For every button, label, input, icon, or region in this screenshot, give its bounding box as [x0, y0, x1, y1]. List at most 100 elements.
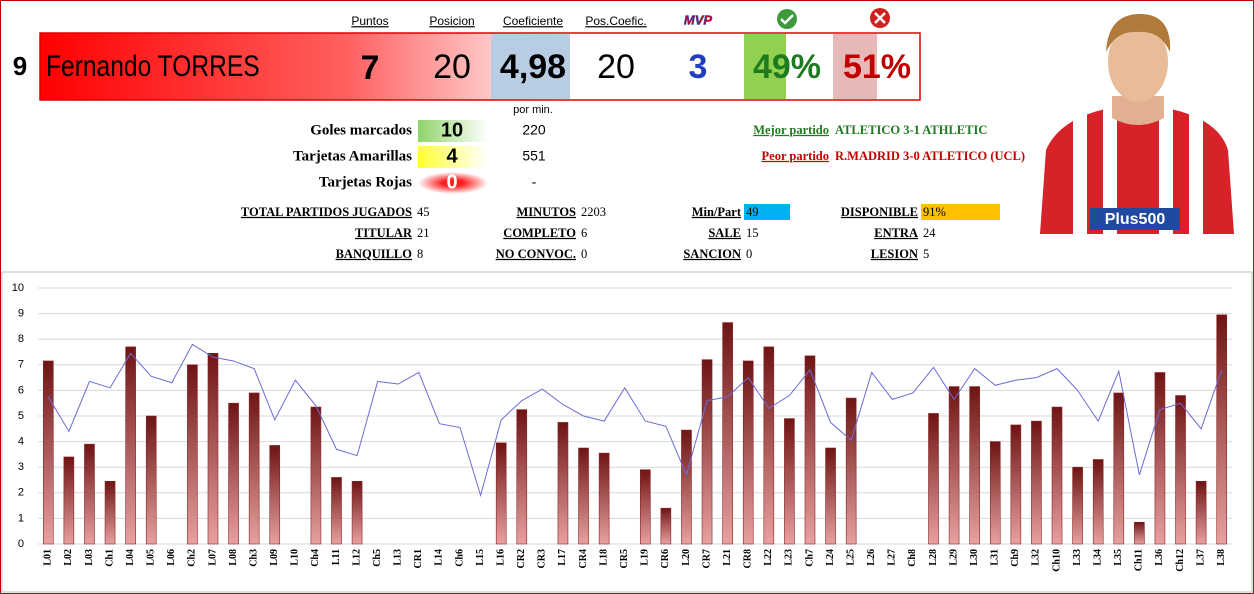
summary-value: 0 [746, 247, 752, 261]
summary-label: MINUTOS [516, 205, 576, 219]
summary-label: TITULAR [355, 226, 413, 240]
x-tick-label: Ch6 [454, 549, 465, 567]
bar [969, 386, 980, 545]
bar [722, 322, 733, 545]
bar [948, 386, 960, 545]
per-min-label: por min. [513, 104, 553, 116]
x-tick-label: L32 [1031, 549, 1042, 566]
bar [1154, 372, 1166, 545]
bar [187, 364, 198, 545]
stat-per-min: 220 [522, 122, 546, 138]
bar [1072, 466, 1083, 545]
best-label: Mejor partido [753, 123, 829, 137]
summary-label: COMPLETO [503, 226, 576, 240]
col-header: Coeficiente [503, 14, 563, 28]
bar [701, 359, 713, 545]
cross-mark [874, 12, 886, 24]
goals-box [418, 120, 488, 142]
y-tick-label: 10 [12, 282, 24, 294]
bar [989, 441, 1001, 545]
y-tick-label: 9 [18, 308, 24, 320]
bar [331, 477, 342, 545]
chart-frame [1, 271, 1253, 593]
x-tick-label: L16 [495, 549, 506, 566]
summary-label: TOTAL PARTIDOS JUGADOS [241, 205, 412, 219]
bar [516, 409, 528, 545]
x-tick-label: L03 [84, 549, 95, 566]
x-tick-label: L11 [331, 549, 342, 565]
summary-value: 15 [746, 226, 759, 240]
x-tick-label: L18 [598, 549, 609, 566]
bar [660, 507, 672, 545]
x-tick-label: Ch4 [310, 549, 321, 567]
loss-box [833, 34, 877, 99]
mvp-count: 3 [689, 48, 708, 86]
bar [351, 480, 363, 545]
bar [742, 360, 754, 545]
red-box [418, 172, 488, 194]
yellow-box [418, 146, 488, 168]
y-tick-label: 8 [18, 333, 24, 345]
y-tick-label: 1 [18, 512, 24, 524]
hair [1106, 14, 1171, 52]
bar [598, 452, 610, 545]
mvp-icon: MVP [684, 12, 713, 27]
y-tick-label: 2 [18, 487, 24, 499]
x-tick-label: L38 [1216, 549, 1227, 566]
x-tick-label: L09 [269, 549, 280, 566]
win-box [744, 34, 786, 99]
x-tick-label: Ch5 [372, 549, 383, 567]
x-tick-label: L30 [969, 549, 980, 566]
x-tick-label: CR3 [537, 549, 548, 568]
col-header: Puntos [351, 14, 388, 28]
x-tick-label: L33 [1072, 549, 1083, 566]
x-tick-label: L25 [845, 549, 856, 566]
stat-per-min: 551 [522, 148, 546, 164]
x-tick-label: L06 [166, 549, 177, 566]
x-tick-label: Ch10 [1051, 549, 1062, 572]
check-icon [777, 9, 797, 29]
win-pct: 49% [753, 48, 821, 86]
x-tick-label: L35 [1113, 549, 1124, 566]
coef-box [491, 34, 570, 99]
summary-label: NO CONVOC. [496, 247, 576, 261]
bar [1175, 395, 1186, 545]
x-tick-label: L13 [393, 549, 404, 566]
bar [639, 469, 651, 545]
bar [207, 352, 219, 545]
bar [125, 346, 136, 545]
summary-label: Min/Part [692, 205, 742, 219]
summary-value: 0 [581, 247, 587, 261]
bar [928, 413, 939, 545]
bar [310, 406, 322, 545]
x-tick-label: L21 [722, 549, 733, 566]
face [1108, 22, 1168, 102]
player-name: Fernando TORRES [46, 49, 260, 83]
check-mark [780, 14, 794, 25]
x-tick-label: L22 [763, 549, 774, 566]
x-tick-label: CR4 [578, 549, 589, 568]
stat-value: 10 [441, 119, 463, 141]
summary-value: 49 [746, 205, 759, 219]
x-tick-label: Ch3 [248, 549, 259, 567]
bar [84, 443, 95, 545]
bar [1092, 459, 1104, 545]
bar [1216, 314, 1228, 545]
pos-coefic: 20 [597, 48, 635, 86]
bar [145, 415, 157, 545]
x-tick-label: L10 [290, 549, 301, 566]
x-tick-label: L23 [784, 549, 795, 566]
y-tick-label: 0 [18, 538, 24, 550]
x-tick-label: L36 [1154, 549, 1165, 566]
summary-label: SANCION [683, 247, 741, 261]
bar [269, 445, 281, 545]
player-number: 9 [13, 51, 27, 81]
worst-match: R.MADRID 3-0 ATLETICO (UCL) [835, 149, 1025, 163]
bar [1031, 420, 1042, 545]
x-tick-label: Ch12 [1175, 549, 1186, 572]
sponsor: Plus500 [1105, 211, 1166, 228]
x-tick-label: L19 [640, 549, 651, 566]
summary-value: 6 [581, 226, 587, 240]
worst-label: Peor partido [762, 149, 829, 163]
x-tick-label: L15 [475, 549, 486, 566]
